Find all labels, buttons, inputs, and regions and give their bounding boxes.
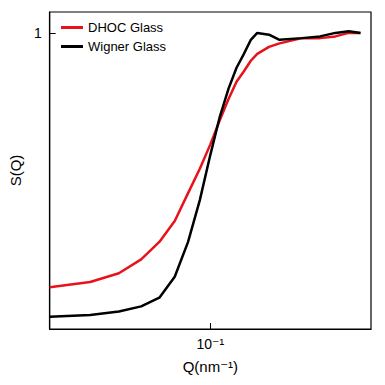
svg-text:Wigner Glass: Wigner Glass bbox=[88, 39, 167, 54]
svg-text:DHOC Glass: DHOC Glass bbox=[88, 20, 164, 35]
svg-text:S(Q): S(Q) bbox=[7, 155, 24, 187]
svg-text:Q(nm⁻¹): Q(nm⁻¹) bbox=[183, 358, 238, 375]
svg-text:1: 1 bbox=[34, 25, 42, 41]
svg-text:10⁻¹: 10⁻¹ bbox=[197, 336, 225, 352]
